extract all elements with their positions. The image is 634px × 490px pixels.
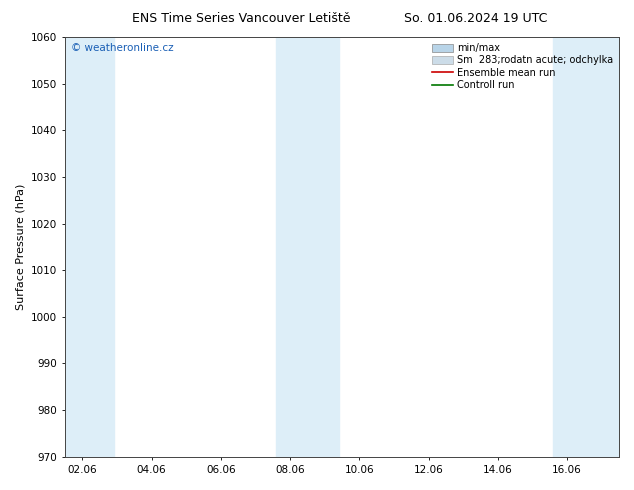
Text: © weatheronline.cz: © weatheronline.cz xyxy=(70,44,173,53)
Bar xyxy=(553,37,619,457)
Text: So. 01.06.2024 19 UTC: So. 01.06.2024 19 UTC xyxy=(404,12,547,25)
Bar xyxy=(276,37,339,457)
Bar xyxy=(65,37,113,457)
Y-axis label: Surface Pressure (hPa): Surface Pressure (hPa) xyxy=(15,184,25,310)
Legend: min/max, Sm  283;rodatn acute; odchylka, Ensemble mean run, Controll run: min/max, Sm 283;rodatn acute; odchylka, … xyxy=(428,39,617,94)
Text: ENS Time Series Vancouver Letiště: ENS Time Series Vancouver Letiště xyxy=(132,12,350,25)
